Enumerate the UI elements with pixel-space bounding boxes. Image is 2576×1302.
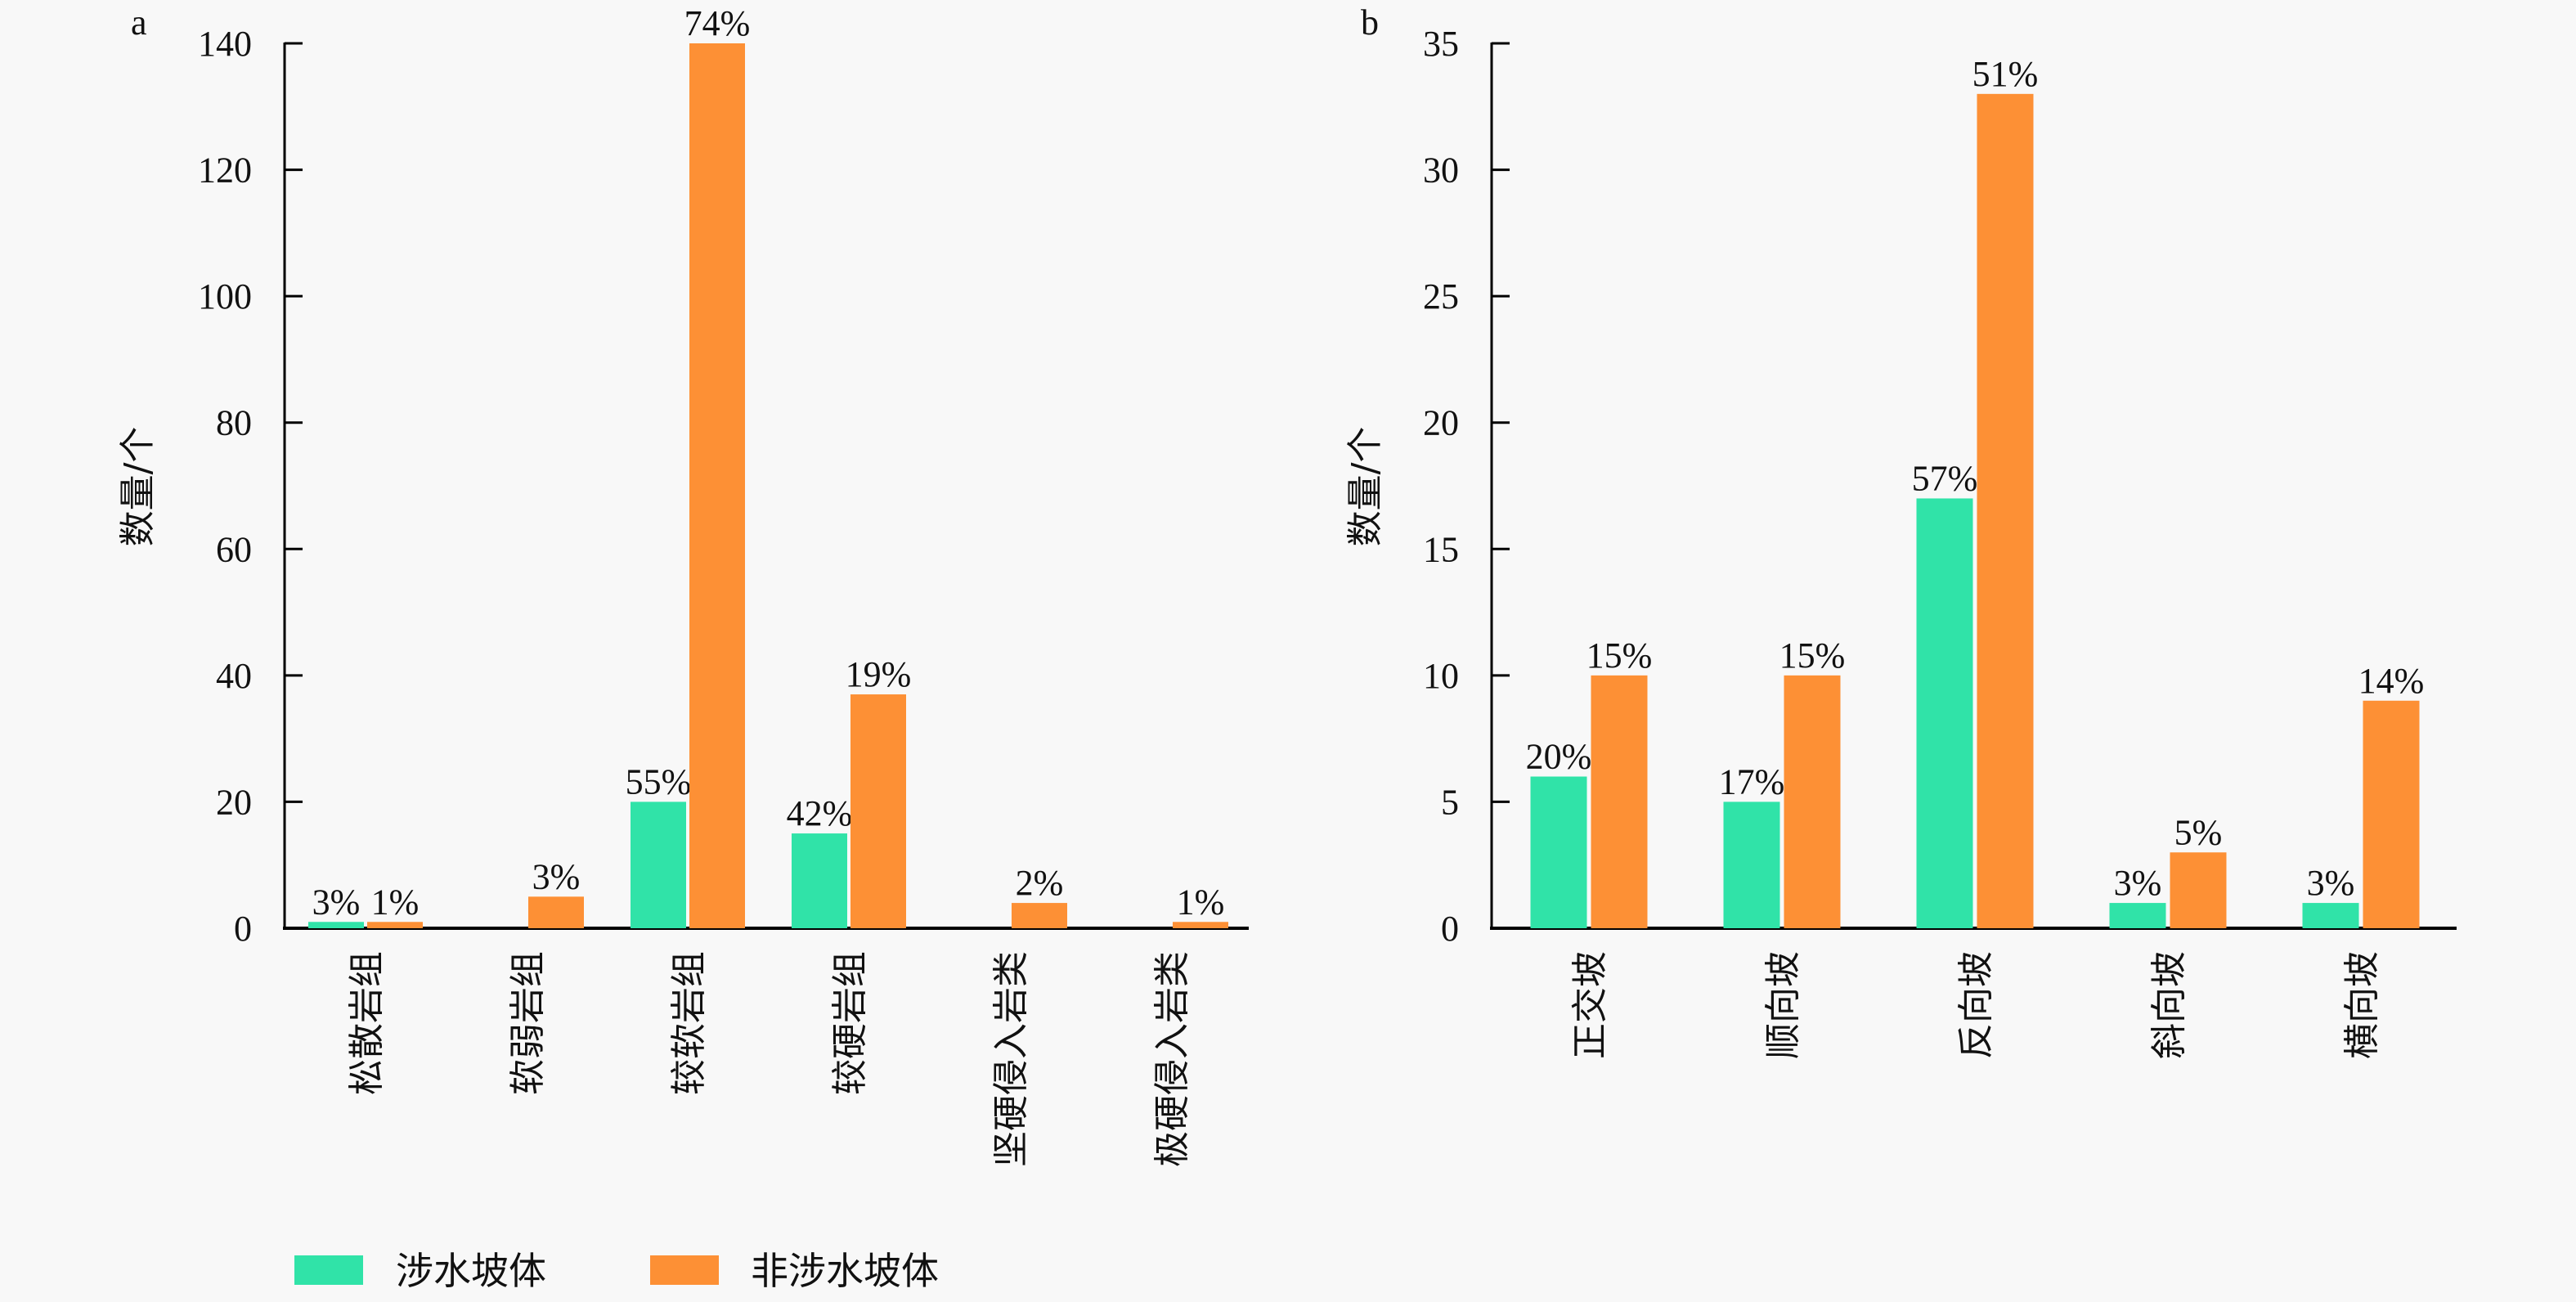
bar-nonwater	[689, 43, 745, 928]
x-tick-label: 较硬岩组	[829, 951, 871, 1095]
y-tick-label: 35	[1423, 24, 1459, 64]
x-tick-label: 横向坡	[2341, 951, 2383, 1059]
data-label: 3%	[532, 856, 581, 896]
data-label: 14%	[2358, 661, 2425, 701]
panel-label-b: b	[1361, 2, 1379, 43]
data-label: 57%	[1912, 458, 1978, 498]
legend: 涉水坡体 bottom-left 非涉水坡体	[294, 1249, 939, 1293]
y-axis-label-b: 数量/个	[1344, 427, 1386, 547]
x-tick-label: 顺向坡	[1762, 951, 1804, 1059]
legend-swatch-nonwater	[650, 1255, 719, 1285]
data-label: 15%	[1586, 635, 1653, 676]
x-tick-label: 极硬侵入岩类	[1151, 951, 1193, 1167]
bar-water	[792, 833, 847, 928]
y-tick-label: 15	[1423, 529, 1459, 569]
y-tick-label: 10	[1423, 656, 1459, 696]
legend-swatch-water	[294, 1255, 363, 1285]
y-tick-label: 140	[198, 24, 252, 64]
y-tick-label: 25	[1423, 276, 1459, 317]
bar-nonwater	[1591, 675, 1648, 928]
y-tick-label: 60	[216, 529, 252, 569]
data-label: 42%	[787, 793, 853, 833]
y-tick-label: 0	[234, 909, 252, 949]
x-tick-label: 松散岩组	[346, 951, 388, 1095]
y-tick-label: 20	[216, 782, 252, 822]
y-tick-label: 0	[1441, 909, 1459, 949]
bar-nonwater	[1784, 675, 1841, 928]
panel-label-a: a	[131, 2, 147, 43]
data-label: 74%	[684, 3, 751, 43]
y-tick-label: 120	[198, 150, 252, 191]
bar-water	[2302, 903, 2359, 928]
x-tick-label: 较软岩组	[668, 951, 710, 1095]
data-label: 3%	[312, 882, 361, 922]
bar-nonwater	[2363, 700, 2420, 928]
data-label: 2%	[1016, 863, 1064, 903]
bar-nonwater	[850, 694, 906, 928]
data-label: 5%	[2174, 812, 2223, 852]
y-tick-label: 40	[216, 656, 252, 696]
data-label: 19%	[846, 654, 912, 694]
bar-nonwater	[367, 922, 423, 928]
x-tick-label: 坚硬侵入岩类	[990, 951, 1032, 1167]
y-axis-label-a: 数量/个	[117, 427, 159, 547]
y-tick-label: 80	[216, 403, 252, 443]
bar-water	[631, 801, 686, 928]
legend-label-nonwater: 非涉水坡体	[751, 1249, 939, 1293]
y-tick-label: 30	[1423, 150, 1459, 191]
data-label: 3%	[2114, 863, 2162, 903]
bar-water	[1723, 801, 1780, 928]
bar-nonwater	[1977, 93, 2034, 929]
x-tick-label: 反向坡	[1955, 951, 1997, 1059]
bar-water	[1530, 776, 1587, 928]
x-tick-label: 软弱岩组	[507, 951, 549, 1095]
bar-nonwater	[528, 896, 584, 928]
y-tick-label: 100	[198, 276, 252, 317]
data-label: 20%	[1526, 737, 1592, 777]
data-label: 17%	[1719, 761, 1785, 801]
panel-b-chart: b 数量/个 0 5 10 15 20 25 30 35 20% 15% 正交坡 17% 15% 顺向坡 5…	[1344, 2, 2457, 1059]
x-tick-label: 正交坡	[1569, 951, 1611, 1059]
legend-label-water: 涉水坡体	[396, 1249, 546, 1293]
data-label: 55%	[626, 761, 692, 801]
bar-nonwater	[1173, 922, 1228, 928]
data-label: 15%	[1779, 635, 1846, 676]
bar-water	[1916, 498, 1973, 928]
y-tick-label: 20	[1423, 403, 1459, 443]
bar-nonwater	[2170, 852, 2227, 928]
bar-water	[2109, 903, 2166, 928]
data-label: 51%	[1972, 54, 2039, 94]
x-tick-label: 斜向坡	[2148, 951, 2190, 1059]
bar-water	[308, 922, 364, 928]
bar-nonwater	[1012, 903, 1067, 928]
y-tick-label: 5	[1441, 782, 1459, 822]
data-label: 3%	[2307, 863, 2355, 903]
data-label: 1%	[371, 882, 420, 922]
data-label: 1%	[1177, 882, 1225, 922]
